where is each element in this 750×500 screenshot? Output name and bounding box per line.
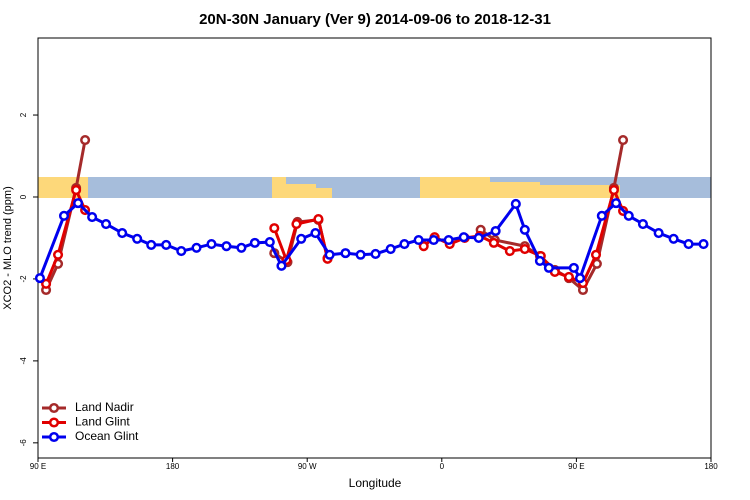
y-axis-label: XCO2 - MLO trend (ppm) <box>2 186 14 309</box>
y-tick-label: -2 <box>19 275 28 283</box>
point <box>58 210 70 221</box>
point <box>132 233 143 244</box>
point <box>596 210 607 221</box>
point <box>418 241 429 252</box>
legend-marker <box>48 417 60 428</box>
point <box>117 227 128 239</box>
point <box>590 249 602 260</box>
x-tick-label: 180 <box>704 462 718 471</box>
point <box>191 242 202 253</box>
point <box>504 246 515 257</box>
point <box>519 243 530 255</box>
point <box>291 218 302 230</box>
point <box>73 198 84 209</box>
point <box>269 223 280 234</box>
point <box>324 249 335 260</box>
point <box>608 184 619 196</box>
legend-marker <box>48 431 60 443</box>
point <box>637 218 649 230</box>
point <box>563 271 574 282</box>
point <box>276 260 287 271</box>
point <box>236 242 247 253</box>
point <box>458 232 469 243</box>
legend-label: Land Nadir <box>75 400 134 414</box>
point <box>221 241 232 252</box>
point <box>370 248 381 259</box>
point <box>623 210 634 221</box>
point <box>534 255 545 266</box>
point <box>543 262 554 273</box>
y-tick-label: 2 <box>19 112 28 117</box>
legend-label: Ocean Glint <box>75 429 139 443</box>
point <box>146 239 157 250</box>
legend-label: Land Glint <box>75 415 130 429</box>
map-strip <box>38 177 711 198</box>
point <box>340 248 351 259</box>
point <box>488 237 499 248</box>
point <box>313 214 324 225</box>
point <box>176 246 187 257</box>
x-tick-label: 180 <box>166 462 180 471</box>
x-tick-label: 90 E <box>568 462 584 471</box>
point <box>683 239 694 250</box>
point <box>87 212 98 223</box>
point <box>399 239 410 250</box>
point <box>519 224 530 235</box>
point <box>249 237 260 248</box>
x-axis-label: Longitude <box>349 476 402 490</box>
point <box>161 239 172 250</box>
point <box>490 225 501 237</box>
point <box>52 249 64 260</box>
plot-frame <box>37 37 712 459</box>
point <box>653 227 664 239</box>
point <box>473 232 484 244</box>
point <box>698 239 709 250</box>
legend-marker <box>48 402 60 414</box>
point <box>413 234 424 246</box>
point <box>41 278 52 289</box>
y-tick-label: 0 <box>19 194 28 199</box>
x-tick-label: 90 E <box>30 462 46 471</box>
point <box>80 134 91 146</box>
point <box>206 239 217 250</box>
point <box>385 243 396 255</box>
point <box>264 237 275 248</box>
x-tick-label: 0 <box>440 462 445 471</box>
point <box>34 273 45 284</box>
point <box>568 262 579 273</box>
point <box>71 184 82 196</box>
point <box>443 234 454 246</box>
y-tick-label: -4 <box>19 357 28 365</box>
point <box>428 234 439 246</box>
point <box>510 198 521 210</box>
point <box>310 227 321 239</box>
point <box>618 134 629 146</box>
point <box>296 233 307 244</box>
series-line <box>44 139 625 293</box>
point <box>610 198 622 209</box>
chart-title: 20N-30N January (Ver 9) 2014-09-06 to 20… <box>199 11 551 28</box>
x-tick-label: 90 W <box>298 462 317 471</box>
y-tick-label: -6 <box>19 439 28 447</box>
point <box>574 273 586 284</box>
point <box>355 249 366 260</box>
point <box>668 233 679 244</box>
point <box>100 218 112 230</box>
